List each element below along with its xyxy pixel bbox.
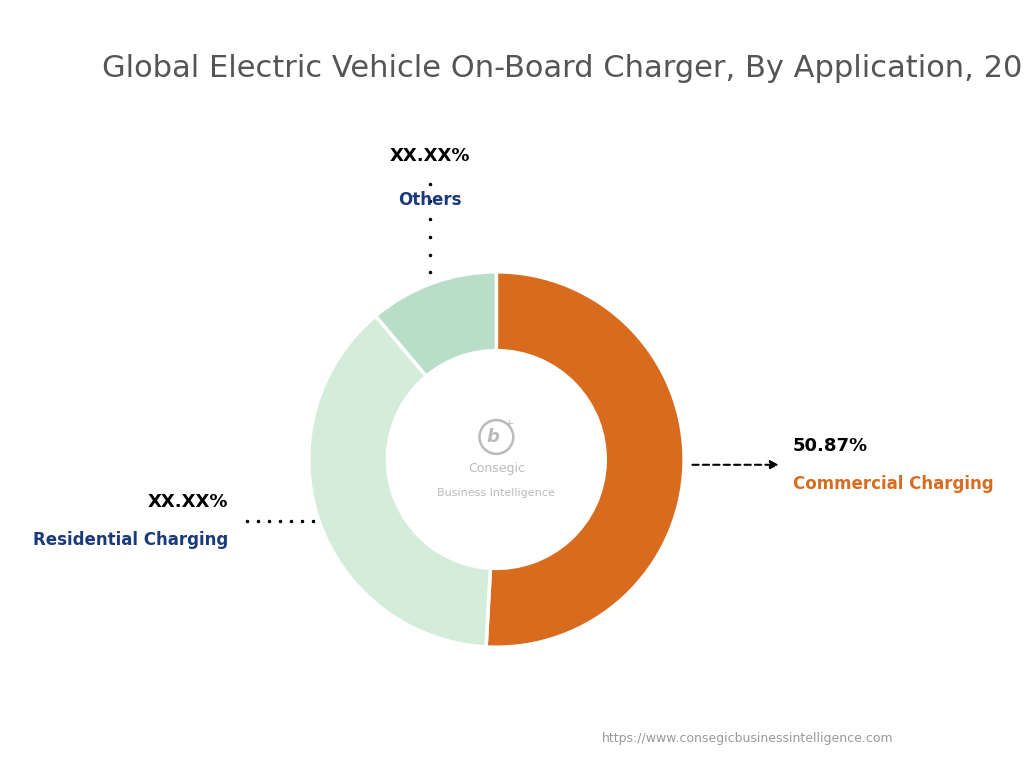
Text: Consegic: Consegic xyxy=(468,462,525,475)
Text: https://www.consegicbusinessintelligence.com: https://www.consegicbusinessintelligence… xyxy=(602,732,893,745)
Text: Others: Others xyxy=(398,191,462,209)
Text: Global Electric Vehicle On-Board Charger, By Application, 2024: Global Electric Vehicle On-Board Charger… xyxy=(102,54,1024,83)
Wedge shape xyxy=(308,316,490,647)
Text: XX.XX%: XX.XX% xyxy=(390,147,470,165)
Text: b: b xyxy=(486,428,499,446)
Text: Residential Charging: Residential Charging xyxy=(33,531,228,548)
Text: +: + xyxy=(505,419,514,429)
Text: Commercial Charging: Commercial Charging xyxy=(793,475,993,492)
Wedge shape xyxy=(486,272,684,647)
Wedge shape xyxy=(376,272,497,376)
Text: 50.87%: 50.87% xyxy=(793,437,868,455)
Text: Business Intelligence: Business Intelligence xyxy=(437,488,555,498)
Text: XX.XX%: XX.XX% xyxy=(147,493,228,511)
